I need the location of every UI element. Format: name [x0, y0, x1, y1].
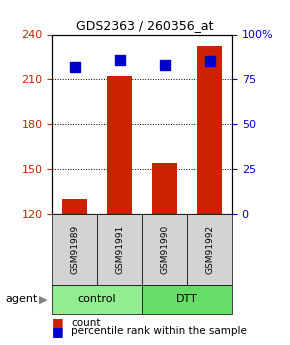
- Text: agent: agent: [6, 295, 38, 304]
- FancyBboxPatch shape: [142, 285, 232, 314]
- Point: [207, 59, 212, 64]
- Bar: [152, 163, 177, 214]
- Bar: [197, 47, 222, 214]
- FancyBboxPatch shape: [52, 214, 97, 285]
- Text: GSM91991: GSM91991: [115, 225, 124, 274]
- Bar: [107, 76, 132, 214]
- Point: [72, 64, 77, 70]
- FancyBboxPatch shape: [142, 214, 187, 285]
- Text: ■: ■: [52, 316, 64, 329]
- Text: DTT: DTT: [176, 294, 198, 304]
- Text: GSM91992: GSM91992: [205, 225, 214, 274]
- Bar: [62, 199, 87, 214]
- FancyBboxPatch shape: [52, 285, 142, 314]
- Text: GDS2363 / 260356_at: GDS2363 / 260356_at: [76, 19, 214, 32]
- Point: [162, 62, 167, 68]
- FancyBboxPatch shape: [97, 214, 142, 285]
- Text: ▶: ▶: [39, 295, 48, 304]
- Text: GSM91990: GSM91990: [160, 225, 169, 274]
- Text: ■: ■: [52, 325, 64, 338]
- Text: GSM91989: GSM91989: [70, 225, 79, 274]
- Point: [117, 57, 122, 62]
- Text: percentile rank within the sample: percentile rank within the sample: [71, 326, 247, 336]
- Text: count: count: [71, 318, 101, 327]
- FancyBboxPatch shape: [187, 214, 232, 285]
- Text: control: control: [78, 294, 117, 304]
